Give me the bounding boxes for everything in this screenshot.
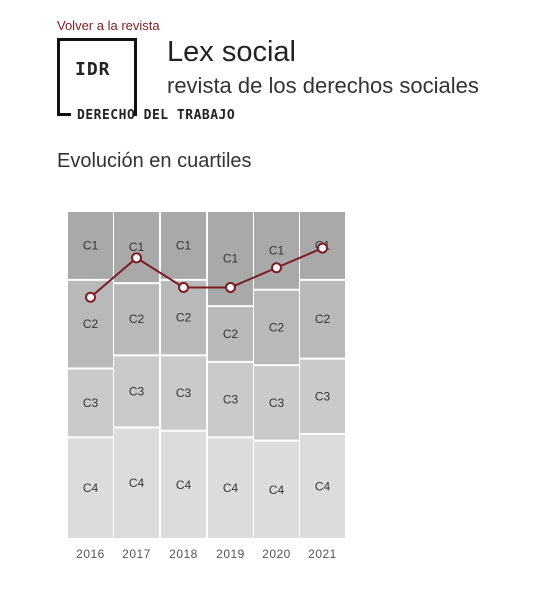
journal-logo: IDR (57, 38, 137, 116)
quartile-label-2016-c2: C2 (83, 317, 99, 331)
logo-subtitle: DERECHO DEL TRABAJO (77, 108, 236, 123)
x-tick-label-2017: 2017 (122, 547, 151, 561)
x-tick-label-2016: 2016 (76, 547, 105, 561)
position-point-2019 (225, 281, 236, 293)
quartile-label-2017-c3: C3 (129, 384, 145, 398)
quartile-label-2020-c4: C4 (269, 483, 285, 497)
position-point-2018 (178, 281, 189, 293)
quartile-segment-2019-c2 (208, 307, 253, 361)
position-series-line (89, 247, 323, 299)
quartile-segment-2018-c2 (161, 280, 206, 355)
quartile-segment-2018-c1 (161, 212, 206, 279)
quartile-label-2019-c1: C1 (223, 252, 239, 266)
quartile-label-2021-c4: C4 (315, 480, 331, 494)
quartile-segment-2017-c2 (114, 284, 159, 355)
quartile-segment-2018-c3 (161, 356, 206, 430)
position-point-2017 (131, 252, 142, 264)
quartile-label-2017-c2: C2 (129, 312, 145, 326)
quartile-label-2020-c2: C2 (269, 320, 285, 334)
quartile-segment-2020-c4 (254, 441, 299, 538)
x-tick-label-2018: 2018 (169, 547, 198, 561)
quartile-segment-2019-c4 (208, 438, 253, 538)
quartile-label-2017-c1: C1 (129, 240, 145, 254)
section-title: Evolución en cuartiles (57, 150, 252, 172)
quartile-segment-2021-c4 (300, 435, 345, 538)
journal-title: Lex social (167, 36, 296, 68)
quartile-label-2020-c3: C3 (269, 396, 285, 410)
quartile-segment-2020-c3 (254, 366, 299, 440)
quartile-label-2018-c1: C1 (176, 238, 192, 252)
quartile-label-2019-c4: C4 (223, 481, 239, 495)
quartile-label-2018-c3: C3 (176, 386, 192, 400)
x-tick-label-2019: 2019 (216, 547, 245, 561)
logo-bracket (57, 113, 71, 116)
quartile-segment-2016-c1 (68, 212, 113, 279)
quartile-label-2018-c2: C2 (176, 311, 192, 325)
quartile-label-2016-c4: C4 (83, 481, 99, 495)
quartile-label-2021-c2: C2 (315, 312, 331, 326)
quartile-label-2016-c1: C1 (83, 238, 99, 252)
position-point-2016 (85, 291, 96, 303)
quartile-segment-2016-c4 (68, 438, 113, 538)
quartile-segment-2017-c3 (114, 356, 159, 427)
quartile-label-2017-c4: C4 (129, 476, 145, 490)
quartile-segment-2018-c4 (161, 431, 206, 538)
journal-subtitle: revista de los derechos sociales (167, 73, 479, 98)
quartile-label-2019-c2: C2 (223, 327, 239, 341)
quartile-segment-2019-c3 (208, 362, 253, 437)
quartile-segment-2020-c1 (254, 212, 299, 289)
x-tick-label-2021: 2021 (308, 547, 337, 561)
quartile-label-2020-c1: C1 (269, 243, 285, 257)
quartile-segment-2020-c2 (254, 290, 299, 365)
quartile-segment-2017-c4 (114, 428, 159, 538)
quartile-segment-2016-c3 (68, 369, 113, 437)
back-to-journal-link[interactable]: Volver a la revista (57, 18, 160, 33)
quartile-segment-2021-c2 (300, 280, 345, 358)
x-tick-label-2020: 2020 (262, 547, 291, 561)
quartile-label-2016-c3: C3 (83, 396, 99, 410)
position-point-2020 (271, 262, 282, 274)
quartile-label-2021-c3: C3 (315, 389, 331, 403)
position-point-2021 (317, 242, 328, 254)
quartile-label-2019-c3: C3 (223, 393, 239, 407)
quartile-segment-2021-c3 (300, 359, 345, 434)
logo-text: IDR (75, 59, 111, 80)
quartile-label-2018-c4: C4 (176, 478, 192, 492)
